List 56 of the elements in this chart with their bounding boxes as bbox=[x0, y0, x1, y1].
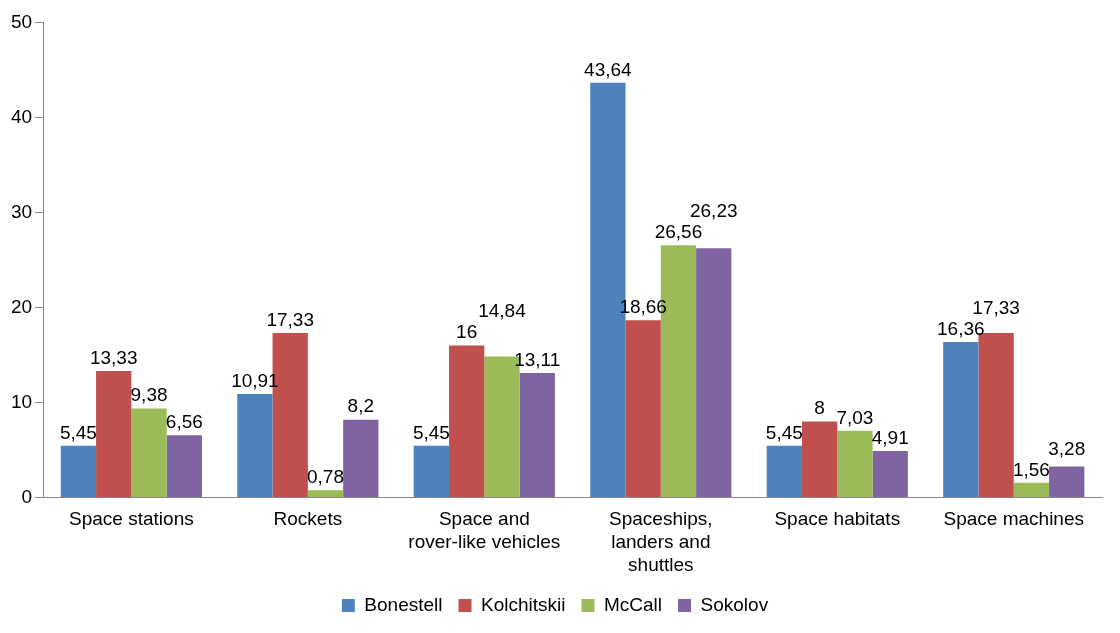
data-label: 5,45 bbox=[765, 421, 803, 443]
bar bbox=[696, 248, 732, 498]
data-label: 6,56 bbox=[165, 410, 203, 432]
y-tick-label: 50 bbox=[10, 10, 33, 32]
data-label: 3,28 bbox=[1048, 437, 1086, 459]
data-label: 5,45 bbox=[412, 421, 450, 443]
bar bbox=[307, 490, 344, 498]
bar bbox=[625, 320, 661, 498]
legend-label: Sokolov bbox=[700, 593, 769, 615]
data-label: 17,33 bbox=[266, 308, 314, 330]
bar bbox=[766, 445, 802, 498]
data-label: 4,91 bbox=[871, 426, 909, 448]
data-label: 14,84 bbox=[478, 300, 527, 322]
data-label: 16 bbox=[456, 321, 478, 343]
bar bbox=[96, 370, 132, 498]
data-label: 16,36 bbox=[937, 317, 985, 339]
data-label: 13,33 bbox=[89, 346, 138, 368]
bar bbox=[343, 419, 379, 498]
data-label: 5,45 bbox=[59, 421, 97, 443]
x-tick-label: Rockets bbox=[273, 508, 343, 530]
bar bbox=[837, 430, 873, 498]
y-tick-label: 30 bbox=[10, 200, 33, 222]
legend-label: McCall bbox=[603, 593, 663, 615]
bar bbox=[801, 421, 838, 498]
legend-label: Bonestell bbox=[364, 593, 443, 615]
y-tick-label: 40 bbox=[10, 105, 33, 127]
bar bbox=[166, 435, 202, 498]
bar bbox=[449, 345, 485, 498]
bar bbox=[872, 450, 908, 498]
bar bbox=[131, 408, 167, 498]
data-label: 13,11 bbox=[514, 348, 561, 370]
x-tick-label: Space stations bbox=[69, 508, 194, 530]
data-label: 43,64 bbox=[584, 58, 633, 80]
bar bbox=[519, 373, 555, 498]
bar bbox=[943, 342, 979, 498]
y-tick-label: 10 bbox=[10, 390, 33, 412]
legend-label: Kolchitskii bbox=[481, 593, 566, 615]
data-label: 8 bbox=[814, 397, 825, 419]
data-label: 7,03 bbox=[836, 406, 874, 428]
bar bbox=[237, 393, 273, 498]
x-tick-label: Spaceships, landers and shuttles bbox=[609, 508, 713, 575]
data-label: 9,38 bbox=[130, 384, 168, 406]
y-tick-label: 0 bbox=[21, 485, 33, 507]
x-tick-label: Space and rover-like vehicles bbox=[408, 508, 561, 553]
x-tick-label: Space habitats bbox=[774, 508, 901, 530]
data-label: 26,23 bbox=[689, 199, 738, 221]
bar bbox=[60, 445, 97, 498]
bar bbox=[1049, 466, 1085, 498]
data-label: 8,2 bbox=[347, 395, 374, 417]
data-label: 17,33 bbox=[972, 296, 1020, 318]
bar bbox=[413, 445, 450, 498]
data-label: 1,56 bbox=[1012, 458, 1050, 480]
y-tick-label: 20 bbox=[10, 295, 33, 317]
x-tick-label: Space machines bbox=[943, 508, 1084, 530]
data-label: 26,56 bbox=[654, 220, 703, 242]
bar bbox=[1013, 482, 1050, 498]
